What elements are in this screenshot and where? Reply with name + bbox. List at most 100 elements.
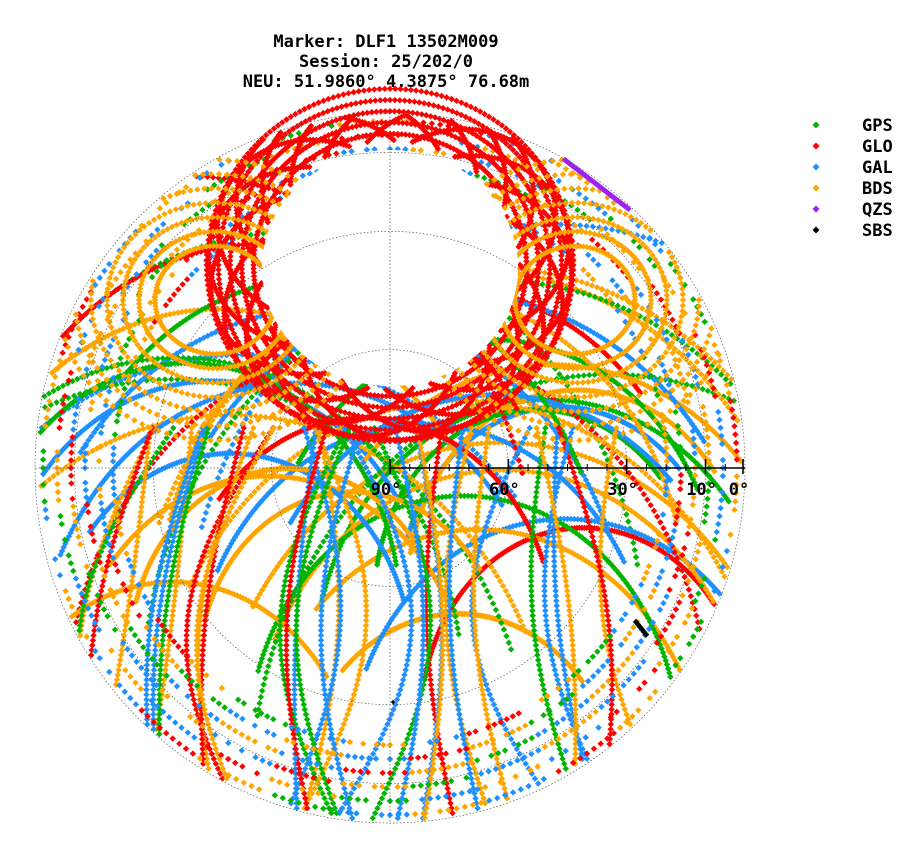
track-point-gps [589,424,596,431]
track-point-bds [723,371,731,379]
track-point-bds [528,441,536,448]
track-point-gps [654,428,661,436]
track-point-bds [617,469,625,476]
track-point-glo [513,541,520,549]
track-point-gps [419,491,426,499]
track-point-gal [651,537,658,545]
track-point-bds [599,569,606,576]
track-point-bds [167,490,174,498]
track-point-gps [329,561,337,568]
track-point-bds [659,635,666,642]
track-point-bds [593,565,601,572]
track-point-bds [622,589,629,596]
track-point-bds [681,333,688,340]
track-point-gps [575,372,582,380]
track-point-bds [602,461,609,468]
track-point-gps [477,575,484,582]
track-point-gps [507,646,515,653]
track-point-bds [263,578,271,586]
track-point-gal [198,523,205,531]
track-point-gps [652,321,660,329]
track-point-gps [261,675,269,682]
track-point-bds [172,479,179,487]
track-point-gps [604,456,611,464]
track-point-bds [457,527,464,534]
track-point-bds [667,323,674,330]
track-point-gps [699,465,706,473]
track-point-bds [274,563,281,570]
track-point-bds [285,548,292,555]
track-point-gal [413,584,420,591]
track-point-gal [229,441,236,448]
track-point-bds [474,440,481,448]
track-point-gps [65,394,72,402]
track-point-gps [599,404,607,411]
track-point-gps [174,376,181,383]
track-point-gal [506,524,513,531]
track-point-gal [625,526,632,534]
track-point-bds [634,302,641,309]
track-point-bds [712,548,720,556]
track-point-bds [609,290,616,297]
track-point-gps [586,371,593,379]
track-point-gal [540,516,547,524]
track-point-gps [593,402,600,409]
track-point-gps [632,553,640,561]
track-point-glo [642,538,649,546]
track-point-bds [268,570,276,578]
track-point-glo [658,547,665,554]
track-point-gal [367,654,375,662]
track-point-glo [508,544,516,551]
track-point-bds [545,443,552,451]
track-point-bds [313,605,320,612]
track-point-glo [693,612,700,619]
track-point-gal [560,515,568,523]
track-point-bds [495,527,502,534]
track-point-gal [408,521,415,528]
track-point-gps [696,463,704,470]
track-point-gps [337,542,344,550]
track-point-gps [725,498,732,505]
track-point-glo [473,571,480,579]
track-point-glo [666,553,674,560]
track-point-bds [498,527,505,534]
track-point-gps [202,458,209,465]
track-point-gal [363,665,370,672]
track-point-bds [401,540,408,548]
track-point-glo [493,554,500,561]
track-point-gps [436,512,443,519]
track-point-gps [489,600,497,607]
track-point-bds [256,590,264,598]
track-point-gal [407,523,415,531]
track-point-bds [591,563,598,570]
track-point-bds [282,552,289,559]
track-point-bds [604,288,611,295]
track-point-bds [350,570,357,577]
track-point-bds [183,415,190,422]
track-point-gps [686,453,693,460]
track-point-bds [504,528,512,535]
track-point-bds [588,561,595,568]
track-point-glo [522,537,529,544]
track-point-bds [627,593,634,601]
track-point-glo [166,440,173,447]
track-point-gps [112,381,120,388]
track-point-bds [490,439,498,446]
track-point-bds [271,567,279,574]
chart-title: Marker: DLF1 13502M009 Session: 25/202/0… [243,32,530,92]
track-point-gps [492,606,500,614]
track-point-bds [258,586,266,594]
track-point-gal [671,459,678,466]
track-point-glo [479,566,486,573]
track-point-gal [571,515,578,523]
track-point-gal [635,427,643,435]
track-point-glo [520,538,527,545]
track-point-gps [614,483,622,491]
track-point-gps [616,490,624,497]
track-point-bds [648,310,656,318]
track-point-bds [155,519,163,526]
track-point-bds [724,563,731,571]
track-point-gal [473,450,481,457]
track-point-gps [503,632,510,640]
